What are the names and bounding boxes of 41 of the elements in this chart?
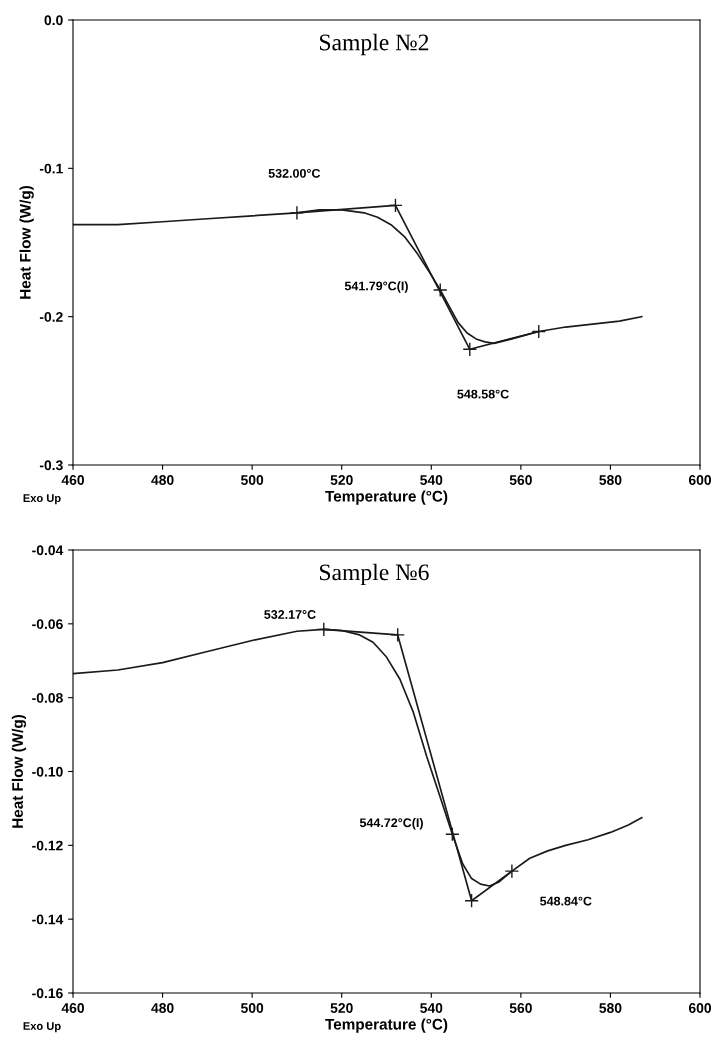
x-tick-label: 600 <box>688 1003 712 1013</box>
y-tick-label: -0.14 <box>32 914 64 925</box>
x-tick-label: 540 <box>420 1003 443 1013</box>
y-axis-title: Heat Flow (W/g) <box>11 714 27 828</box>
y-tick-label: 0.0 <box>44 15 63 26</box>
text: Exo Up <box>23 1022 61 1033</box>
x-tick-label: 580 <box>599 475 622 485</box>
x-tick-label: 560 <box>509 1003 532 1013</box>
x-tick-label: 460 <box>61 475 85 485</box>
y-tick-label: -0.3 <box>39 460 63 471</box>
y-tick-label: -0.2 <box>39 312 63 322</box>
x-axis-title: Temperature (°C) <box>325 490 448 505</box>
y-tick-label: -0.10 <box>32 766 63 777</box>
annotation: 532.17°C <box>264 610 316 619</box>
annotation: 544.72°C(I) <box>359 817 423 830</box>
x-tick-label: 600 <box>688 475 712 485</box>
annotation: 548.84°C <box>540 896 592 906</box>
x-tick-label: 520 <box>330 1003 353 1013</box>
y-axis-title: Heat Flow (W/g) <box>19 185 34 299</box>
annotation: 532.00°C <box>268 168 321 178</box>
text: Sample №2 <box>320 33 429 56</box>
text: Exo Up <box>23 494 61 505</box>
y-tick-label: -0.08 <box>32 693 63 703</box>
x-tick-label: 540 <box>420 475 443 485</box>
x-tick-label: 500 <box>240 1003 264 1013</box>
text: Sample №6 <box>320 563 429 586</box>
x-tick-label: 560 <box>509 475 532 485</box>
y-tick-label: -0.1 <box>39 163 63 174</box>
x-axis-title: Temperature (°C) <box>325 1018 448 1033</box>
y-tick-label: -0.06 <box>32 619 63 629</box>
x-tick-label: 480 <box>151 475 174 485</box>
x-tick-label: 460 <box>61 1003 85 1013</box>
annotation: 541.79°C(I) <box>344 281 408 293</box>
y-tick-label: -0.16 <box>32 988 63 999</box>
annotation: 548.58°C <box>457 389 509 399</box>
x-tick-label: 500 <box>240 475 264 485</box>
x-tick-label: 520 <box>330 475 353 485</box>
x-tick-label: 480 <box>151 1003 174 1013</box>
y-tick-label: -0.04 <box>32 545 64 556</box>
y-tick-label: -0.12 <box>32 840 63 851</box>
x-tick-label: 580 <box>599 1003 622 1013</box>
